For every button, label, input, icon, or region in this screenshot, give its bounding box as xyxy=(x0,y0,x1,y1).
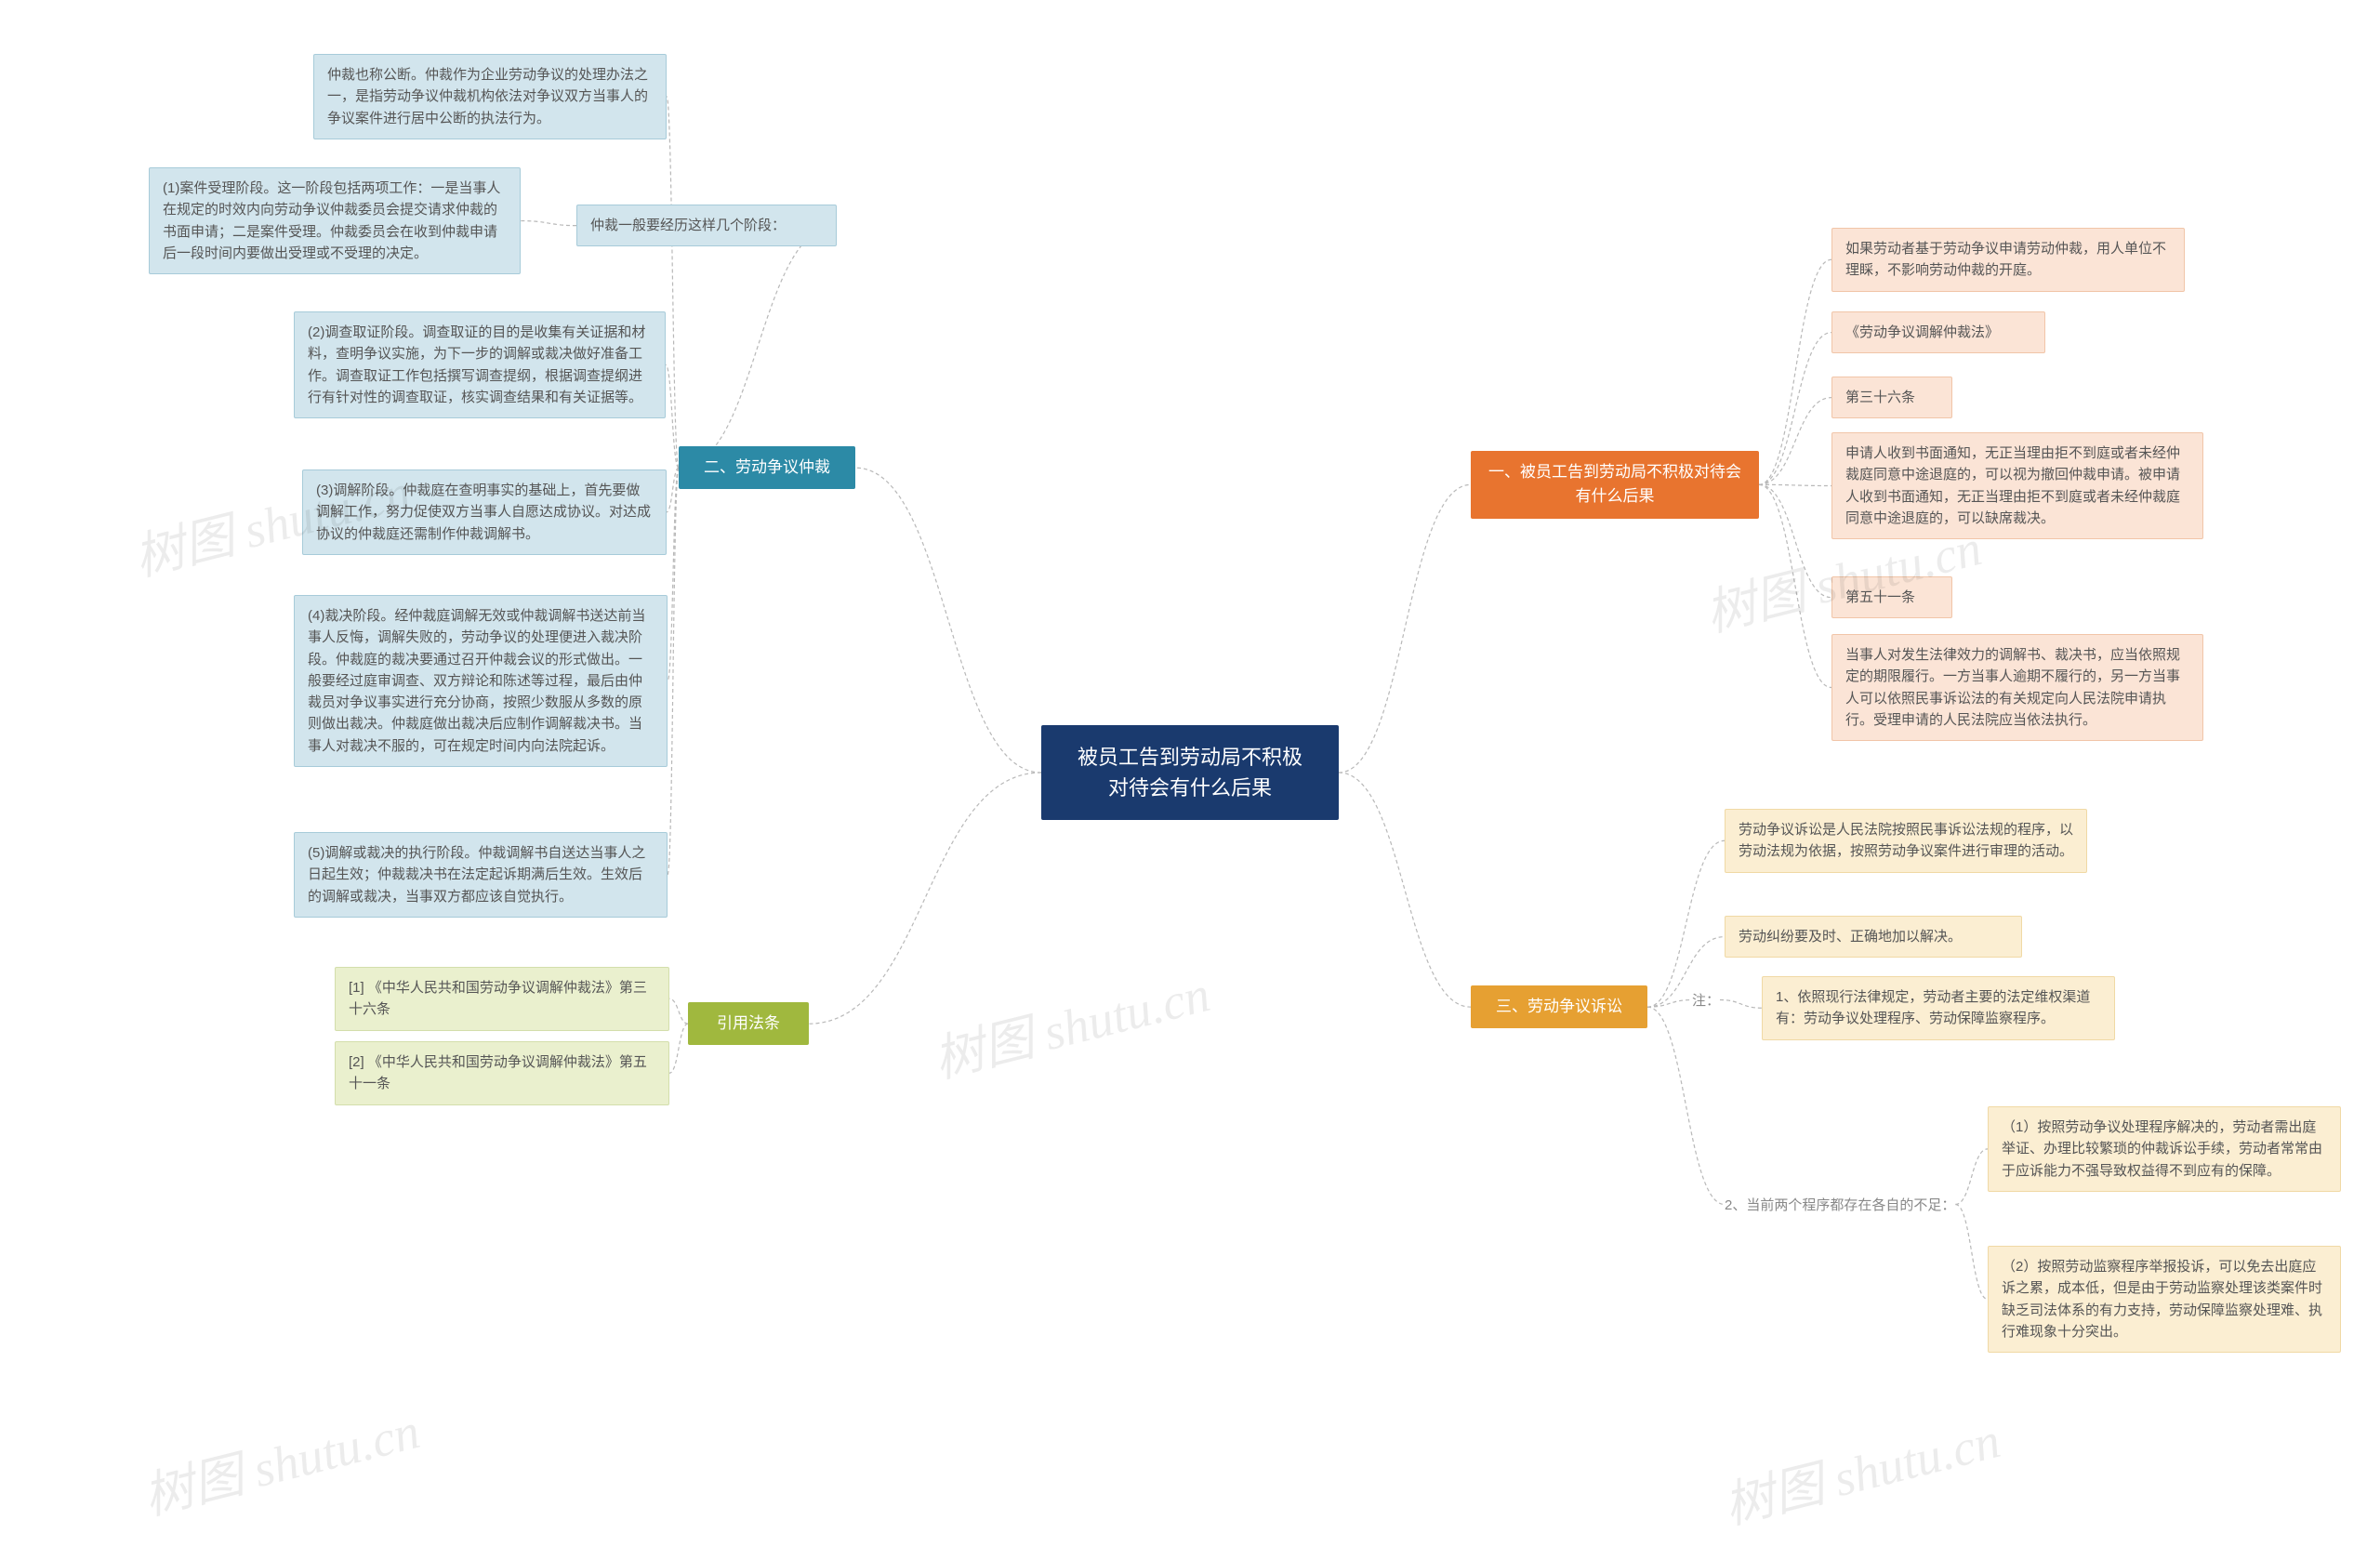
branch-4: 引用法条 xyxy=(688,1002,809,1045)
b1-leaf-3: 第三十六条 xyxy=(1831,377,1952,418)
watermark: 树图 shutu.cn xyxy=(1715,1399,2006,1539)
b3-leaf-5: （2）按照劳动监察程序举报投诉，可以免去出庭应诉之累，成本低，但是由于劳动监察处… xyxy=(1988,1246,2341,1353)
center-line1: 被员工告到劳动局不积极 xyxy=(1078,746,1302,769)
b2-leaf-1: 仲裁也称公断。仲裁作为企业劳动争议的处理办法之一，是指劳动争议仲裁机构依法对争议… xyxy=(313,54,667,139)
branch-3: 三、劳动争议诉讼 xyxy=(1471,985,1647,1028)
watermark: 树图 shutu.cn xyxy=(135,1390,426,1529)
watermark: 树图 shutu.cn xyxy=(925,953,1216,1092)
b1-leaf-1: 如果劳动者基于劳动争议申请劳动仲裁，用人单位不理睬，不影响劳动仲裁的开庭。 xyxy=(1831,228,2185,292)
b1-leaf-4: 申请人收到书面通知，无正当理由拒不到庭或者未经仲裁庭同意中途退庭的，可以视为撤回… xyxy=(1831,432,2203,539)
branch-2: 二、劳动争议仲裁 xyxy=(679,446,855,489)
b3-sublabel-note: 注： xyxy=(1692,990,1720,1010)
b2-leaf-6: (5)调解或裁决的执行阶段。仲裁调解书自送达当事人之日起生效；仲裁裁决书在法定起… xyxy=(294,832,668,918)
b3-leaf-4: （1）按照劳动争议处理程序解决的，劳动者需出庭举证、办理比较繁琐的仲裁诉讼手续，… xyxy=(1988,1106,2341,1192)
b2-leaf-5: (4)裁决阶段。经仲裁庭调解无效或仲裁调解书送达前当事人反悔，调解失败的，劳动争… xyxy=(294,595,668,767)
b1-leaf-2: 《劳动争议调解仲裁法》 xyxy=(1831,311,2045,353)
center-topic: 被员工告到劳动局不积极 对待会有什么后果 xyxy=(1041,725,1339,820)
b3-leaf-3: 1、依照现行法律规定，劳动者主要的法定维权渠道有：劳动争议处理程序、劳动保障监察… xyxy=(1762,976,2115,1040)
b4-leaf-2: [2] 《中华人民共和国劳动争议调解仲裁法》第五十一条 xyxy=(335,1041,669,1105)
b2-leaf-2a: (1)案件受理阶段。这一阶段包括两项工作：一是当事人在规定的时效内向劳动争议仲裁… xyxy=(149,167,521,274)
b3-leaf-2: 劳动纠纷要及时、正确地加以解决。 xyxy=(1725,916,2022,958)
b3-sublabel-2: 2、当前两个程序都存在各自的不足： xyxy=(1725,1195,1955,1214)
b3-leaf-1: 劳动争议诉讼是人民法院按照民事诉讼法规的程序，以劳动法规为依据，按照劳动争议案件… xyxy=(1725,809,2087,873)
b4-leaf-1: [1] 《中华人民共和国劳动争议调解仲裁法》第三十六条 xyxy=(335,967,669,1031)
branch-1: 一、被员工告到劳动局不积极对待会有什么后果 xyxy=(1471,451,1759,519)
b2-leaf-2: 仲裁一般要经历这样几个阶段： xyxy=(576,205,837,246)
b2-leaf-3: (2)调查取证阶段。调查取证的目的是收集有关证据和材料，查明争议实施，为下一步的… xyxy=(294,311,666,418)
center-line2: 对待会有什么后果 xyxy=(1108,776,1272,800)
b1-leaf-6: 当事人对发生法律效力的调解书、裁决书，应当依照规定的期限履行。一方当事人逾期不履… xyxy=(1831,634,2203,741)
watermark: 树图 shutu.cn xyxy=(126,451,416,590)
